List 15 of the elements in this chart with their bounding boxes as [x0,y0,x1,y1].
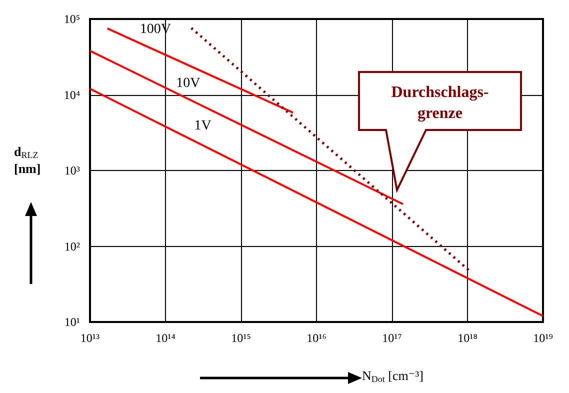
x-tick-label: 10¹⁵ [231,331,251,345]
y-tick-label: 10³ [64,164,80,178]
x-tick-label: 10¹⁶ [306,331,326,345]
y-tick-label: 10² [64,239,80,254]
x-tick-label: 10¹⁷ [382,331,402,345]
y-tick-label: 10¹ [64,315,80,329]
series-label: 10V [176,76,200,92]
y-tick-label: 10⁵ [64,12,80,26]
x-tick-label: 10¹⁴ [156,331,176,345]
x-tick-label: 10¹³ [80,331,100,345]
series-label: 1V [194,118,212,134]
x-tick-label: 10¹⁹ [533,331,553,345]
annotation: Durchschlags-grenze [391,84,489,122]
y-tick-label: 10⁴ [64,88,80,102]
x-tick-label: 10¹⁸ [458,331,478,345]
